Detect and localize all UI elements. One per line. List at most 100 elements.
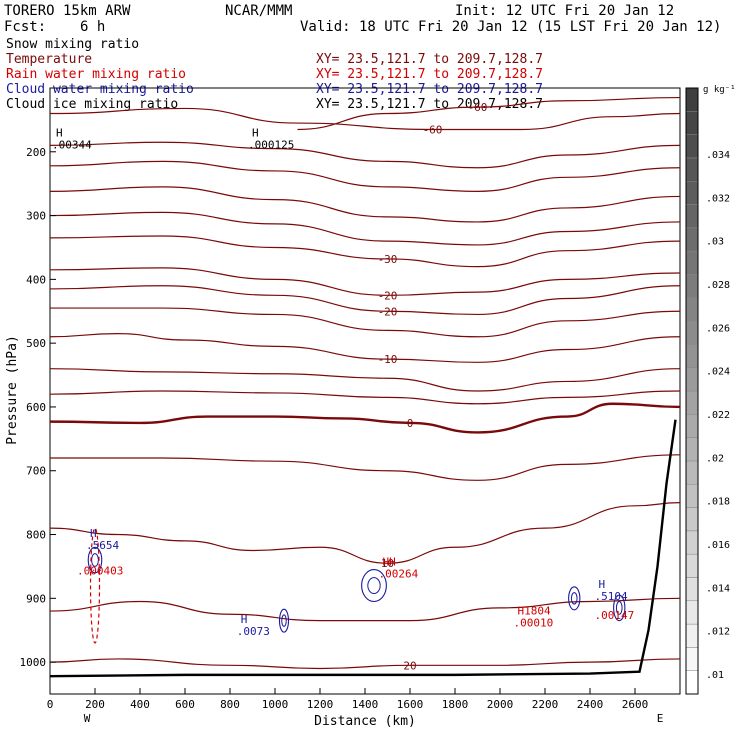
isotherm-label: -10 bbox=[378, 353, 398, 366]
y-tick-label: 200 bbox=[26, 146, 46, 159]
max-marker: H bbox=[56, 126, 63, 139]
isotherm-line bbox=[49, 160, 681, 192]
cloud-water-contour bbox=[568, 586, 581, 611]
center-title: NCAR/MMM bbox=[225, 3, 292, 19]
colorbar-cell bbox=[685, 297, 699, 322]
max-value: .000125 bbox=[248, 138, 294, 151]
colorbar-tick-label: .014 bbox=[706, 583, 730, 594]
colorbar-cell bbox=[685, 577, 699, 602]
colorbar-cell bbox=[685, 134, 699, 159]
isotherm-label: -20 bbox=[378, 289, 398, 302]
fcst-value: 6 h bbox=[80, 19, 105, 35]
x-tick-label: 1400 bbox=[352, 698, 379, 711]
isotherm-line bbox=[297, 96, 681, 131]
isotherm-line bbox=[49, 390, 681, 405]
x-tick-label: 2000 bbox=[487, 698, 514, 711]
max-value: .00010 bbox=[514, 617, 554, 630]
colorbar-cell bbox=[685, 600, 699, 625]
colorbar-cell bbox=[685, 460, 699, 485]
isotherm-line bbox=[49, 368, 681, 392]
colorbar-tick-label: .028 bbox=[706, 280, 730, 291]
colorbar-frame bbox=[685, 87, 699, 695]
colorbar-tick-label: .022 bbox=[706, 410, 730, 421]
isotherm-label: 0 bbox=[407, 417, 414, 430]
colorbar-cell bbox=[685, 157, 699, 182]
cloud-water-contour bbox=[361, 569, 387, 603]
isotherm-line bbox=[49, 107, 681, 131]
field-name: Temperature bbox=[6, 52, 92, 67]
isotherm-line bbox=[49, 211, 681, 246]
isotherm-line bbox=[49, 402, 681, 434]
isotherm-line bbox=[49, 658, 681, 670]
field-name: Rain water mixing ratio bbox=[6, 67, 186, 82]
fcst-label: Fcst: bbox=[4, 19, 46, 35]
x-tick-label: 2400 bbox=[577, 698, 604, 711]
maxima-labels: H.00344H.000125H.5654.000403HH.00264H.00… bbox=[52, 126, 634, 638]
colorbar-cell bbox=[685, 87, 699, 112]
max-value: .00264 bbox=[379, 568, 419, 581]
max-value: .5104 bbox=[595, 590, 628, 603]
colorbar-cell bbox=[685, 180, 699, 205]
max-marker: H bbox=[241, 613, 248, 626]
field-name: Cloud water mixing ratio bbox=[6, 82, 194, 97]
x-axis: 0 200 400 600 800 1000 1200 1400 1600 1800 2000 220… bbox=[47, 688, 664, 725]
colorbar-cell bbox=[685, 367, 699, 392]
x-tick-label: 1000 bbox=[262, 698, 289, 711]
valid-time: Valid: 18 UTC Fri 20 Jan 12 (15 LST Fri … bbox=[300, 19, 721, 35]
y-tick-label: 400 bbox=[26, 273, 46, 286]
colorbar-cell bbox=[685, 274, 699, 299]
colorbar-cell bbox=[685, 553, 699, 578]
model-title: TORERO 15km ARW bbox=[4, 3, 131, 19]
field-name: Cloud ice mixing ratio bbox=[6, 97, 178, 112]
y-tick-label: 800 bbox=[26, 529, 46, 542]
colorbar-cell bbox=[685, 390, 699, 415]
isotherm-line bbox=[50, 307, 681, 338]
max-marker: H1804 bbox=[518, 605, 551, 618]
max-marker: H bbox=[90, 527, 97, 540]
isotherm-label: -20 bbox=[378, 305, 398, 318]
max-value: .00344 bbox=[52, 138, 92, 151]
terrain-line bbox=[49, 419, 677, 678]
x-tick-label: 200 bbox=[85, 698, 105, 711]
colorbar-cell bbox=[685, 204, 699, 229]
header: TORERO 15km ARW NCAR/MMM Init: 12 UTC Fr… bbox=[4, 3, 721, 35]
rain-contour bbox=[89, 527, 101, 644]
x-east-label: E bbox=[657, 712, 664, 725]
isotherm-label: -30 bbox=[378, 253, 398, 266]
colorbar-tick-label: .02 bbox=[706, 453, 724, 464]
colorbar-cell bbox=[685, 647, 699, 671]
cloud-water-contour bbox=[615, 601, 623, 615]
isotherm-contours: -60 -60 -30 -20 -20 -10 0 10 20 bbox=[49, 96, 681, 672]
y-tick-label: 700 bbox=[26, 465, 46, 478]
isotherm-line bbox=[49, 186, 681, 223]
isotherm-line bbox=[49, 267, 681, 296]
x-axis-label: Distance (km) bbox=[314, 714, 416, 729]
y-tick-label: 900 bbox=[26, 592, 46, 605]
x-tick-label: 800 bbox=[220, 698, 240, 711]
isotherm-line bbox=[49, 285, 681, 316]
colorbar-tick-label: .016 bbox=[706, 540, 730, 551]
colorbar-cell bbox=[685, 250, 699, 275]
max-marker: H bbox=[252, 126, 259, 139]
y-tick-label: 600 bbox=[26, 401, 46, 414]
colorbar-tick-label: .03 bbox=[706, 237, 724, 248]
colorbar-cell bbox=[685, 344, 699, 368]
isotherm-line bbox=[49, 235, 681, 268]
field-xy: XY= 23.5,121.7 to 209.7,128.7 bbox=[316, 97, 543, 112]
y-tick-label: 300 bbox=[26, 210, 46, 223]
max-value: .0073 bbox=[237, 625, 270, 638]
x-tick-label: 600 bbox=[175, 698, 195, 711]
colorbar-cell bbox=[685, 483, 699, 508]
cloud-water-contour bbox=[87, 546, 103, 574]
isotherm-label: -60 bbox=[468, 101, 488, 114]
max-value: .00147 bbox=[595, 609, 635, 622]
cloud-water-contour bbox=[570, 592, 578, 605]
colorbar-cell bbox=[685, 623, 699, 648]
cloud-water-contour bbox=[281, 614, 287, 627]
y-tick-label: 1000 bbox=[20, 656, 47, 669]
cloud-water-contour bbox=[367, 577, 381, 595]
colorbar-tick-label: .034 bbox=[706, 150, 730, 161]
y-axis-label: Pressure (hPa) bbox=[5, 335, 20, 445]
colorbar-unit: g kg⁻¹ bbox=[703, 85, 736, 95]
colorbar-tick-label: .032 bbox=[706, 193, 730, 204]
